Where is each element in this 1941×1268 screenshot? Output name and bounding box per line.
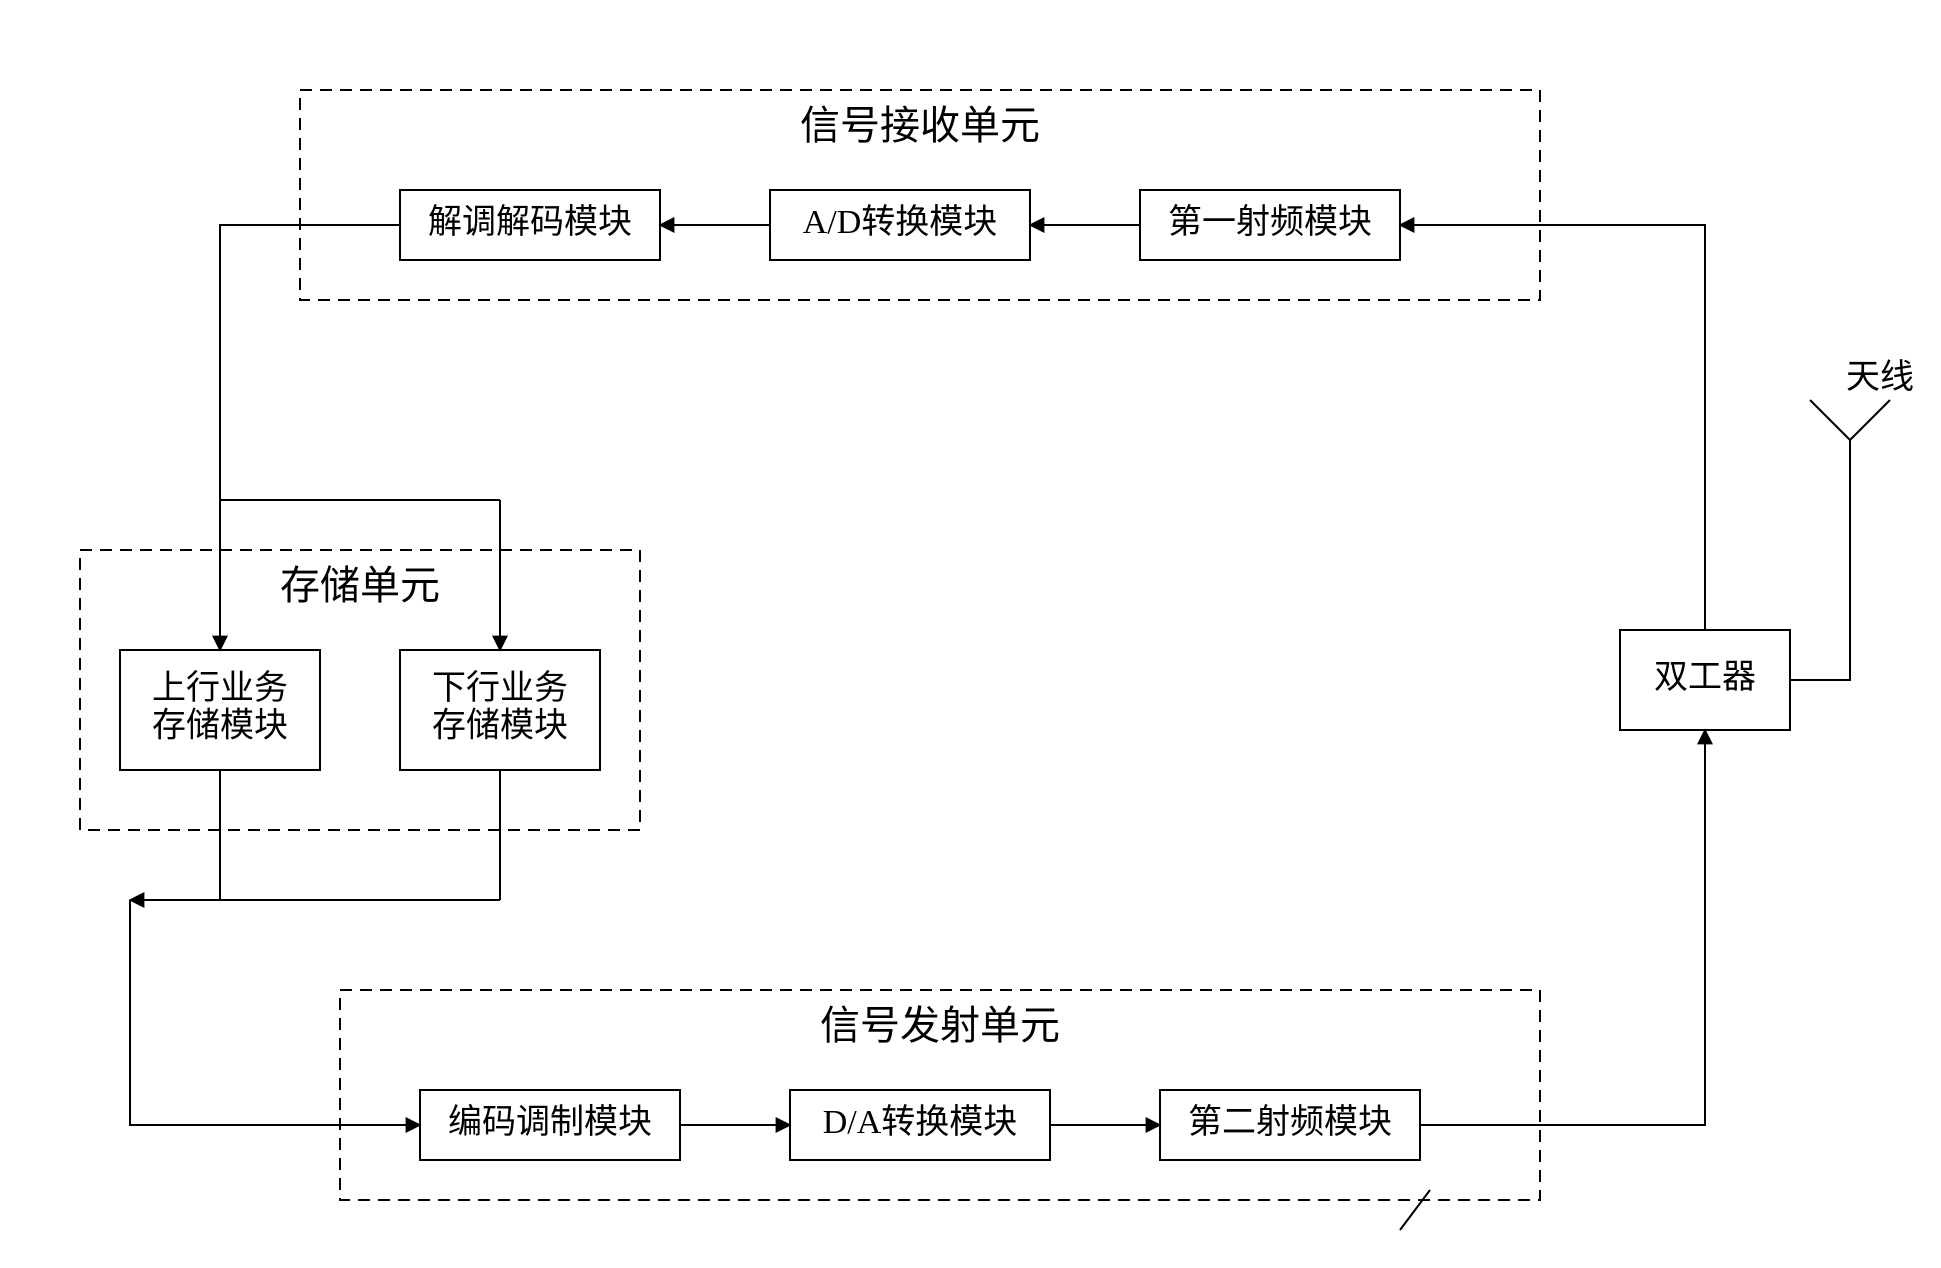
demod-label: 解调解码模块 <box>428 203 632 241</box>
dnstore-label1: 下行业务 <box>432 669 568 707</box>
rf2-label: 第二射频模块 <box>1188 1103 1392 1141</box>
dnstore-label2: 存储模块 <box>432 706 568 744</box>
antenna-arm-left <box>1810 400 1850 440</box>
to-enc <box>130 900 420 1125</box>
antenna-label: 天线 <box>1846 358 1914 396</box>
antenna-arm-right <box>1850 400 1890 440</box>
dup-to-rf1 <box>1400 225 1705 630</box>
demod-down <box>220 225 400 500</box>
rx-title: 信号接收单元 <box>800 103 1040 148</box>
store-title: 存储单元 <box>280 563 440 608</box>
upstore-label1: 上行业务 <box>152 669 288 707</box>
tx-title: 信号发射单元 <box>820 1003 1060 1048</box>
rf2-to-dup <box>1420 730 1705 1125</box>
rf1-label: 第一射频模块 <box>1168 203 1372 241</box>
encmod-label: 编码调制模块 <box>448 1103 652 1141</box>
upstore-label2: 存储模块 <box>152 706 288 744</box>
dup-to-ant <box>1790 560 1850 680</box>
ad-label: A/D转换模块 <box>803 203 998 241</box>
duplex-label: 双工器 <box>1654 659 1756 696</box>
da-label: D/A转换模块 <box>823 1103 1018 1141</box>
stray-tick <box>1400 1190 1430 1230</box>
